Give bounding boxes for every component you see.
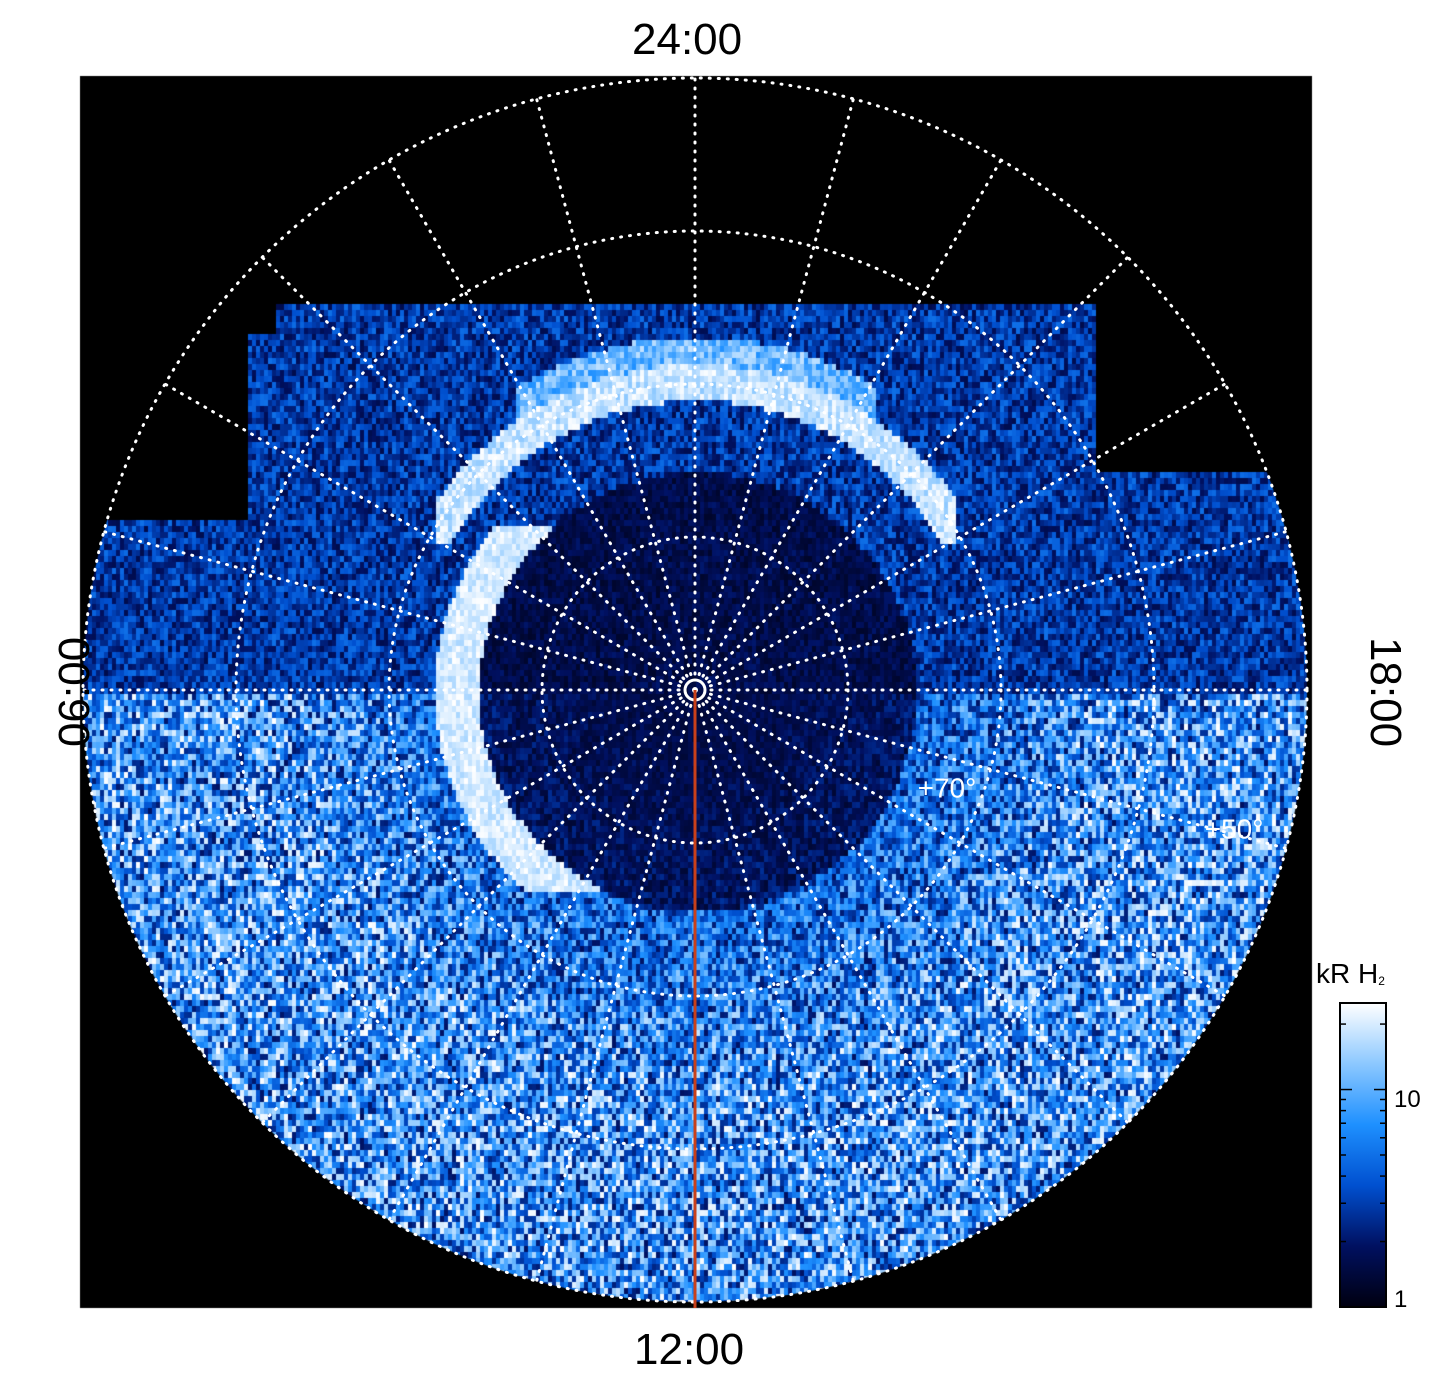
meridian-line-3 xyxy=(704,255,1130,681)
colorbar-tick-label-10: 10 xyxy=(1394,1086,1421,1113)
meridian-line-10 xyxy=(701,702,1003,1222)
local-time-label-24: 24:00 xyxy=(632,15,743,64)
latitude-label-50: +50° xyxy=(1205,814,1264,845)
meridian-line-13 xyxy=(535,703,693,1283)
meridian-line-21 xyxy=(260,255,686,681)
colorbar-tick-label-1: 1 xyxy=(1394,1286,1408,1313)
meridian-line-11 xyxy=(697,703,855,1283)
meridian-line-22 xyxy=(387,158,689,678)
colorbar-title: kR H2 xyxy=(1316,958,1385,990)
meridian-line-19 xyxy=(102,530,682,688)
meridian-line-17 xyxy=(102,692,682,850)
meridian-line-8 xyxy=(707,696,1227,998)
latitude-label-70: +70° xyxy=(918,772,977,803)
meridian-line-4 xyxy=(707,382,1227,684)
meridian-line-2 xyxy=(701,158,1003,678)
meridian-line-9 xyxy=(704,699,1130,1125)
meridian-line-20 xyxy=(163,382,683,684)
meridian-line-14 xyxy=(387,702,689,1222)
local-time-label-18: 18:00 xyxy=(1361,636,1411,748)
meridian-line-1 xyxy=(697,97,855,677)
meridian-line-16 xyxy=(163,696,683,998)
meridian-line-23 xyxy=(535,97,693,677)
meridian-line-7 xyxy=(708,692,1288,850)
local-time-label-12: 12:00 xyxy=(634,1325,745,1374)
meridian-line-15 xyxy=(260,699,686,1125)
local-time-label-06: 06:00 xyxy=(50,636,100,748)
colorbar-title-main: kR H xyxy=(1316,958,1379,989)
colorbar-gradient xyxy=(1339,1002,1387,1308)
colorbar xyxy=(1339,1002,1387,1308)
meridian-line-5 xyxy=(708,530,1288,688)
colorbar-title-subscript: 2 xyxy=(1378,974,1385,988)
